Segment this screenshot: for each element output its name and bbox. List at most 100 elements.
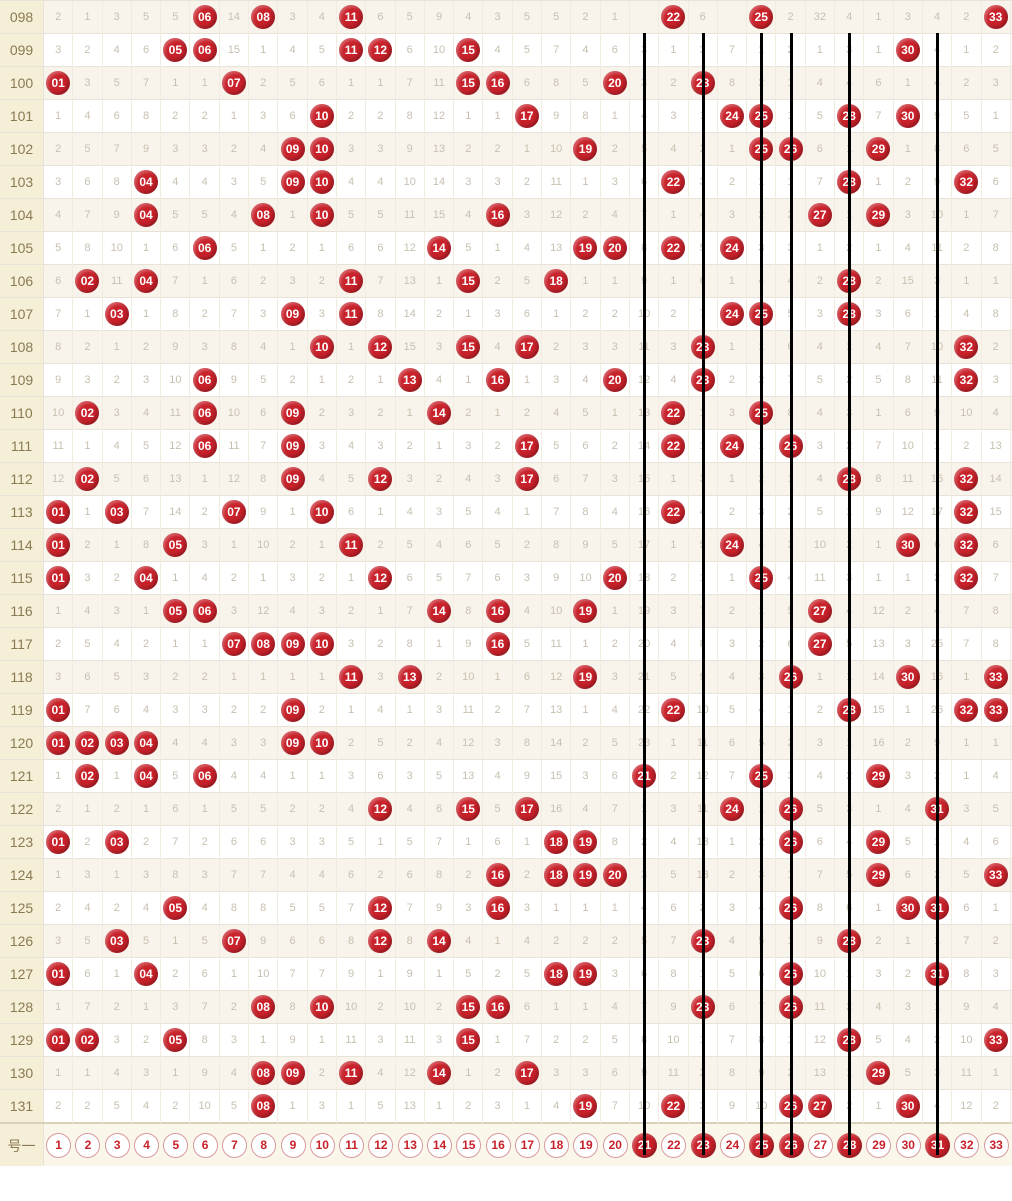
cell: 4 (249, 760, 278, 793)
hit-ball: 15 (456, 995, 480, 1019)
cell: 06 (190, 1, 219, 34)
cell: 6 (894, 859, 923, 892)
hit-ball: 06 (193, 434, 217, 458)
cell: 7 (396, 67, 425, 100)
cell: 1 (601, 397, 630, 430)
footer-ball: 32 (954, 1133, 979, 1158)
cell: 4 (73, 892, 102, 925)
cell: 4 (659, 826, 688, 859)
hit-ball: 04 (134, 203, 158, 227)
trend-row: 1055810160651216612145141319208225243312… (0, 231, 1012, 264)
cell: 4 (337, 166, 366, 199)
hit-ball: 08 (251, 995, 275, 1019)
trend-row: 1241313837744626821621819203513231752962… (0, 858, 1012, 891)
hit-ball: 03 (105, 302, 129, 326)
cell: 05 (161, 892, 190, 925)
trend-row: 1111114512061170934321321756214221241263… (0, 429, 1012, 462)
cell: 11 (396, 1024, 425, 1057)
hit-ball: 20 (603, 368, 627, 392)
cell: 27 (806, 1090, 835, 1123)
footer-cell: 12 (366, 1123, 395, 1167)
footer-ball: 22 (661, 1133, 686, 1158)
cell: 2 (132, 826, 161, 859)
cell: 9 (806, 925, 835, 958)
cell: 6 (132, 463, 161, 496)
hit-ball: 33 (984, 665, 1008, 689)
cell: 19 (571, 661, 600, 694)
cell: 8 (542, 529, 571, 562)
cell: 8 (952, 958, 981, 991)
cell: 33 (982, 694, 1011, 727)
cell: 7 (659, 925, 688, 958)
cell: 8 (806, 892, 835, 925)
cell: 2 (337, 595, 366, 628)
trend-row: 1301143194080921141214121733691128921312… (0, 1056, 1012, 1089)
cell: 2 (571, 925, 600, 958)
cell: 2 (73, 826, 102, 859)
period-label: 128 (0, 991, 44, 1023)
cell: 1 (396, 397, 425, 430)
cell: 2 (542, 331, 571, 364)
hit-ball: 22 (661, 401, 685, 425)
cell: 2 (337, 100, 366, 133)
cell: 2 (278, 793, 307, 826)
hit-ball: 15 (456, 269, 480, 293)
hit-ball: 05 (163, 896, 187, 920)
cell: 8 (337, 925, 366, 958)
cell: 1 (542, 892, 571, 925)
hit-ball: 14 (427, 236, 451, 260)
cell: 30 (894, 529, 923, 562)
cell: 14 (425, 166, 454, 199)
cell: 7 (864, 430, 893, 463)
cell: 2 (454, 1090, 483, 1123)
hit-ball: 10 (310, 500, 334, 524)
hit-ball: 10 (310, 203, 334, 227)
cell: 2 (894, 166, 923, 199)
cell: 9 (337, 958, 366, 991)
cell: 7 (44, 298, 73, 331)
cell: 8 (571, 100, 600, 133)
cell: 04 (132, 760, 161, 793)
footer-row: 号一12345678910111213141516171819202122232… (0, 1122, 1012, 1166)
period-label: 109 (0, 364, 44, 396)
cell: 16 (483, 595, 512, 628)
cell: 17 (513, 793, 542, 826)
cell: 4 (132, 694, 161, 727)
cell: 02 (73, 1024, 102, 1057)
hit-ball: 11 (339, 269, 363, 293)
footer-ball: 33 (984, 1133, 1009, 1158)
cell: 8 (982, 595, 1011, 628)
cell: 4 (278, 595, 307, 628)
cell: 2 (601, 628, 630, 661)
hit-ball: 15 (456, 1028, 480, 1052)
hit-ball: 33 (984, 5, 1008, 29)
cell: 6 (601, 34, 630, 67)
cell: 1 (425, 958, 454, 991)
cell: 5 (366, 1090, 395, 1123)
cell: 1 (982, 100, 1011, 133)
cell: 5 (571, 67, 600, 100)
cell: 11 (44, 430, 73, 463)
cell: 5 (864, 1024, 893, 1057)
cell: 7 (513, 694, 542, 727)
cell: 2 (718, 859, 747, 892)
hit-ball: 08 (251, 5, 275, 29)
cell: 4 (396, 496, 425, 529)
cell: 9 (396, 958, 425, 991)
cell: 5 (132, 1, 161, 34)
cell: 4 (571, 793, 600, 826)
cell: 09 (278, 727, 307, 760)
hit-ball: 32 (954, 335, 978, 359)
cell: 01 (44, 694, 73, 727)
hit-ball: 01 (46, 500, 70, 524)
cell: 8 (718, 67, 747, 100)
cell: 5 (366, 199, 395, 232)
cell: 3 (483, 463, 512, 496)
cell: 1 (952, 265, 981, 298)
cell: 7 (396, 595, 425, 628)
hit-ball: 29 (866, 764, 890, 788)
cell: 4 (542, 1090, 571, 1123)
cell: 3 (44, 34, 73, 67)
hit-ball: 11 (339, 1061, 363, 1085)
hit-ball: 32 (954, 566, 978, 590)
